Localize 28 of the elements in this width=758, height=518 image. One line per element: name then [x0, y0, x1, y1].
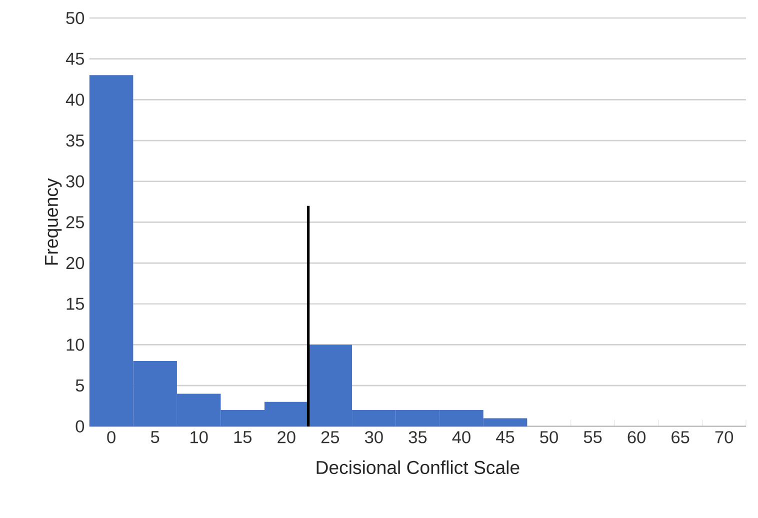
y-tick-label: 50 [66, 12, 84, 24]
x-tick-label: 30 [364, 430, 383, 444]
x-tick-label: 60 [628, 430, 646, 444]
y-axis-title: Frequency [45, 178, 62, 264]
x-tick-label: 50 [540, 430, 558, 444]
y-tick-label: 5 [76, 379, 84, 392]
y-tick-label: 25 [66, 216, 84, 228]
y-tick-label: 40 [66, 93, 84, 106]
y-tick-label: 35 [66, 134, 84, 146]
x-tick-label: 20 [278, 430, 296, 444]
x-tick-label: 25 [321, 430, 340, 444]
y-tick-label: 10 [66, 338, 84, 351]
y-tick-label: 45 [66, 52, 84, 65]
y-tick-label: 20 [66, 256, 84, 269]
x-tick-label: 70 [715, 430, 734, 444]
x-tick-label: 35 [408, 430, 427, 444]
x-tick-label: 65 [672, 430, 690, 444]
x-axis-title: Decisional Conflict Scale [316, 460, 520, 474]
x-tick-label: 5 [150, 430, 160, 443]
x-tick-label: 15 [234, 430, 252, 443]
y-tick-label: 15 [66, 298, 84, 310]
x-tick-label: 0 [107, 430, 116, 444]
x-tick-label: 40 [452, 430, 470, 444]
y-tick-label: 0 [76, 420, 84, 432]
x-tick-label: 55 [584, 430, 602, 443]
y-tick-label: 30 [66, 175, 84, 188]
x-tick-label: 45 [496, 430, 514, 443]
x-tick-label: 10 [190, 430, 208, 444]
